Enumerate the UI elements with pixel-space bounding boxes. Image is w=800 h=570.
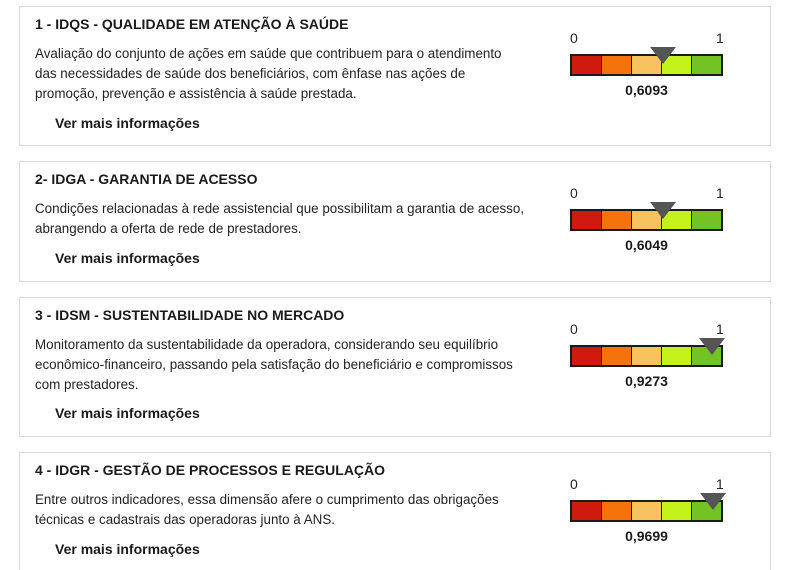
gauge-max-label: 1	[716, 321, 724, 337]
indicator-card-idqs: 1 - IDQS - QUALIDADE EM ATENÇÃO À SAÚDE …	[19, 6, 771, 146]
indicator-card-idga: 2- IDGA - GARANTIA DE ACESSO Condições r…	[19, 161, 771, 282]
gauge-value: 0,9273	[625, 373, 668, 389]
indicator-card-idgr: 4 - IDGR - GESTÃO DE PROCESSOS E REGULAÇ…	[19, 452, 771, 570]
gauge-bar	[570, 345, 723, 367]
indicator-description: Monitoramento da sustentabilidade da ope…	[35, 337, 513, 392]
gauge-pointer-icon	[700, 493, 726, 510]
gauge-bar	[570, 54, 723, 76]
score-gauge: 0 1 0,6093	[570, 28, 724, 98]
gauge-max-label: 1	[716, 185, 724, 201]
gauge-segment-orange	[602, 56, 631, 74]
gauge-segment-light-orange	[632, 347, 661, 365]
score-gauge: 0 1 0,6049	[570, 183, 724, 253]
gauge-segment-light-orange	[632, 502, 661, 520]
indicator-description: Avaliação do conjunto de ações em saúde …	[35, 46, 502, 101]
gauge-bar	[570, 209, 723, 231]
gauge-segment-red	[572, 56, 601, 74]
more-info-link[interactable]: Ver mais informações	[55, 250, 200, 266]
gauge-max-label: 1	[716, 30, 724, 46]
gauge-segment-red	[572, 502, 601, 520]
gauge-value: 0,6049	[625, 237, 668, 253]
gauge-segment-orange	[602, 502, 631, 520]
gauge-min-label: 0	[570, 321, 578, 337]
gauge-bar	[570, 500, 723, 522]
gauge-max-label: 1	[716, 476, 724, 492]
more-info-link[interactable]: Ver mais informações	[55, 541, 200, 557]
gauge-segment-lime	[662, 347, 691, 365]
score-gauge: 0 1 0,9273	[570, 319, 725, 389]
indicator-card-idsm: 3 - IDSM - SUSTENTABILIDADE NO MERCADO M…	[19, 297, 771, 437]
gauge-value: 0,6093	[625, 82, 668, 98]
gauge-min-label: 0	[570, 476, 578, 492]
gauge-segment-green	[692, 211, 721, 229]
more-info-link[interactable]: Ver mais informações	[55, 405, 200, 421]
gauge-pointer-icon	[698, 338, 725, 355]
gauge-segment-red	[572, 347, 601, 365]
gauge-segment-orange	[602, 347, 631, 365]
gauge-segment-orange	[602, 211, 631, 229]
score-gauge: 0 1 0,9699	[570, 474, 726, 544]
indicator-title: 1 - IDQS - QUALIDADE EM ATENÇÃO À SAÚDE	[35, 16, 349, 32]
gauge-segment-red	[572, 211, 601, 229]
indicator-title: 4 - IDGR - GESTÃO DE PROCESSOS E REGULAÇ…	[35, 462, 386, 478]
gauge-segment-lime	[662, 502, 691, 520]
gauge-pointer-icon	[650, 47, 677, 64]
indicator-title: 2- IDGA - GARANTIA DE ACESSO	[35, 171, 258, 187]
indicator-title: 3 - IDSM - SUSTENTABILIDADE NO MERCADO	[35, 307, 345, 323]
gauge-segment-green	[692, 56, 721, 74]
more-info-link[interactable]: Ver mais informações	[55, 115, 200, 131]
gauge-min-label: 0	[570, 185, 578, 201]
gauge-pointer-icon	[649, 202, 676, 219]
gauge-value: 0,9699	[625, 528, 668, 544]
gauge-min-label: 0	[570, 30, 578, 46]
indicator-description: Condições relacionadas à rede assistenci…	[35, 201, 525, 236]
indicator-description: Entre outros indicadores, essa dimensão …	[35, 492, 499, 527]
